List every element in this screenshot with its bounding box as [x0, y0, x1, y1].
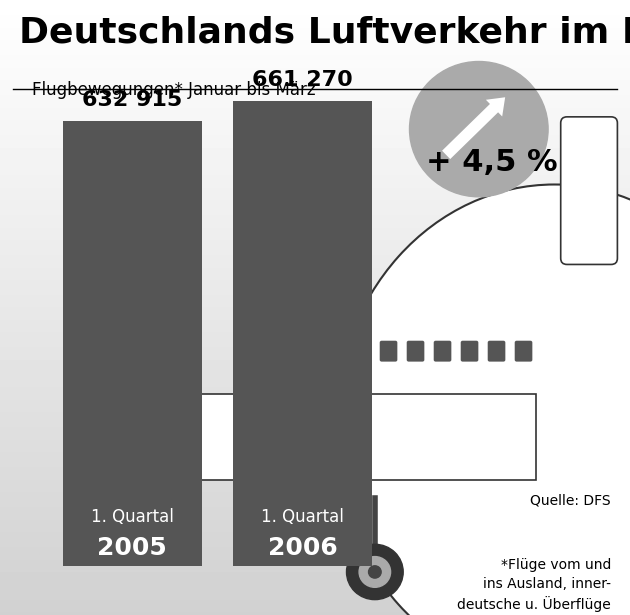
- FancyBboxPatch shape: [515, 341, 532, 362]
- FancyBboxPatch shape: [326, 341, 343, 362]
- Circle shape: [346, 544, 403, 600]
- Text: Flugbewegungen* Januar bis März: Flugbewegungen* Januar bis März: [32, 81, 315, 99]
- FancyBboxPatch shape: [433, 341, 451, 362]
- Text: Deutschlands Luftverkehr im Plus: Deutschlands Luftverkehr im Plus: [19, 15, 630, 49]
- Text: 2005: 2005: [98, 536, 167, 560]
- Text: + 4,5 %: + 4,5 %: [426, 148, 557, 178]
- FancyBboxPatch shape: [407, 341, 425, 362]
- Text: 632 915: 632 915: [82, 90, 183, 110]
- Text: 1. Quartal: 1. Quartal: [261, 508, 344, 526]
- Circle shape: [369, 566, 381, 578]
- Text: *Flüge vom und
ins Ausland, inner-
deutsche u. Überflüge: *Flüge vom und ins Ausland, inner- deuts…: [457, 558, 611, 612]
- FancyArrowPatch shape: [442, 97, 505, 159]
- Ellipse shape: [334, 184, 630, 615]
- Text: Quelle: DFS: Quelle: DFS: [530, 493, 611, 507]
- Polygon shape: [189, 394, 536, 480]
- Text: 661 270: 661 270: [252, 70, 353, 90]
- FancyBboxPatch shape: [353, 341, 370, 362]
- Text: 1. Quartal: 1. Quartal: [91, 508, 174, 526]
- Text: 2006: 2006: [268, 536, 337, 560]
- FancyBboxPatch shape: [294, 339, 318, 362]
- Bar: [233, 101, 372, 566]
- FancyBboxPatch shape: [461, 341, 478, 362]
- FancyBboxPatch shape: [561, 117, 617, 264]
- FancyBboxPatch shape: [488, 341, 505, 362]
- Bar: [63, 121, 202, 566]
- FancyBboxPatch shape: [380, 341, 398, 362]
- Circle shape: [359, 557, 391, 587]
- Circle shape: [410, 62, 548, 197]
